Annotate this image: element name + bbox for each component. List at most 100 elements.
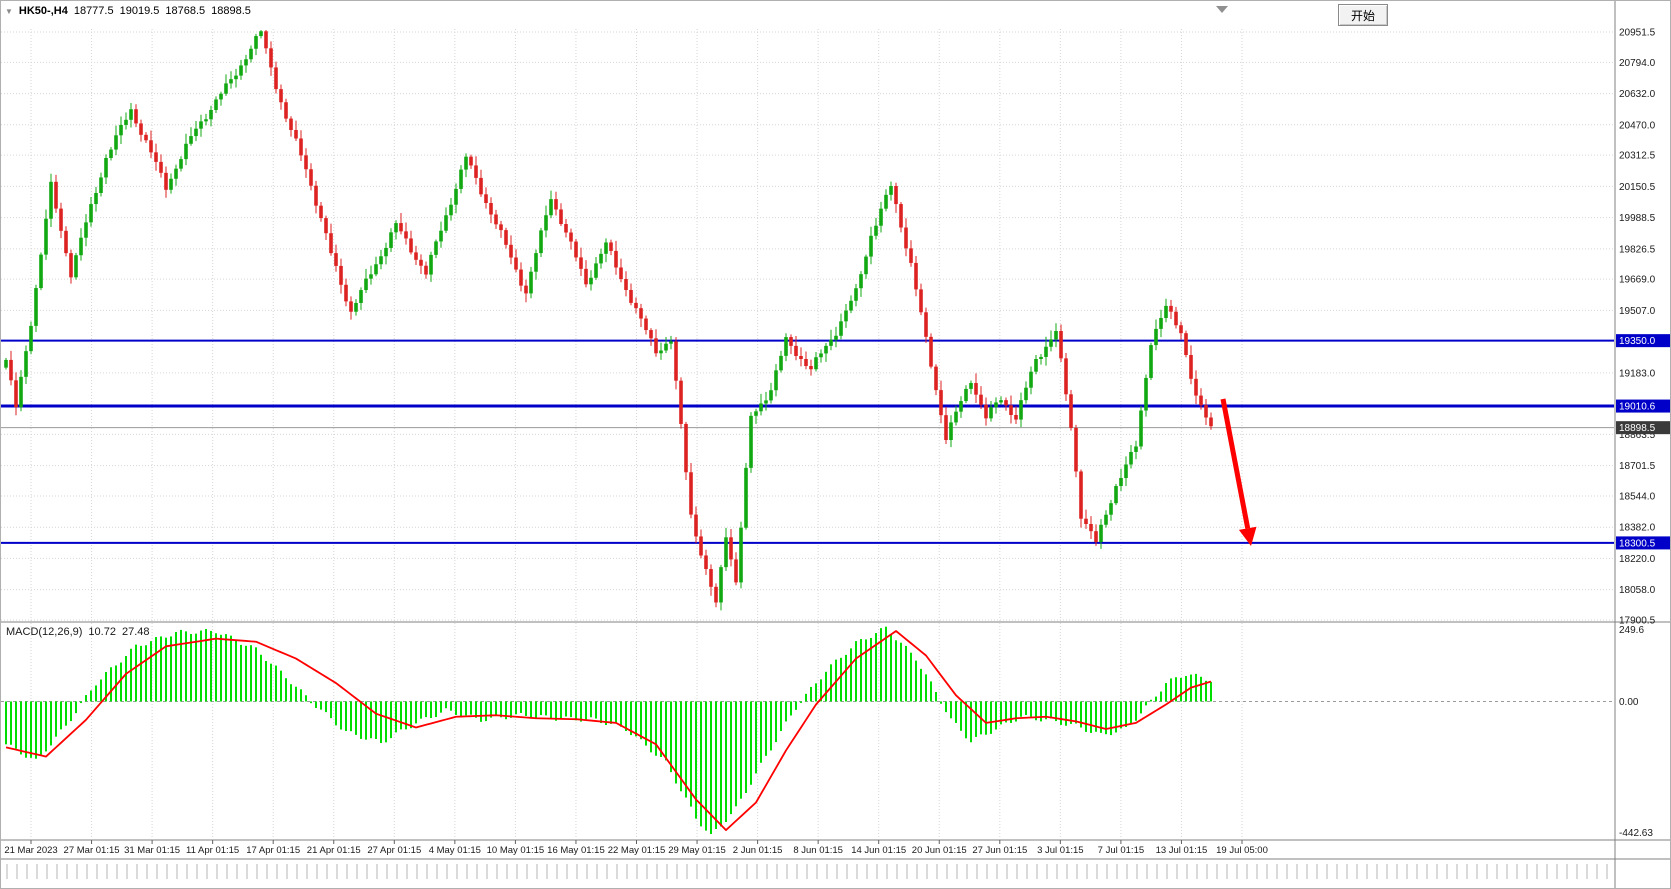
candle-up: [44, 218, 48, 255]
candle-up: [229, 79, 233, 84]
symbol-dropdown-icon[interactable]: ▼: [5, 6, 13, 16]
candle-up: [1024, 387, 1028, 401]
candle-down: [1199, 395, 1203, 406]
time-axis-label: 27 Apr 01:15: [367, 845, 421, 856]
candle-down: [154, 152, 158, 162]
macd-indicator-label: MACD(12,26,9) 10.72 27.48: [6, 626, 149, 638]
candle-down: [984, 404, 988, 419]
start-button[interactable]: 开始: [1338, 4, 1388, 26]
candle-down: [1089, 524, 1093, 532]
time-axis-label: 27 Mar 01:15: [64, 845, 120, 856]
candle-up: [1114, 486, 1118, 504]
candle-down: [399, 223, 403, 232]
price-axis-label: 18058.0: [1619, 585, 1656, 596]
candle-down: [14, 380, 18, 408]
candle-down: [569, 232, 573, 242]
candle-down: [1084, 518, 1088, 525]
candle-up: [124, 119, 128, 125]
candle-up: [89, 204, 93, 223]
symbol-period-label: HK50-,H4: [18, 5, 68, 17]
candle-down: [629, 290, 633, 303]
candle-down: [1204, 405, 1208, 418]
candle-down: [894, 186, 898, 205]
chart-header: ▼ HK50-,H4 18777.5 19019.5 18768.5 18898…: [5, 5, 251, 17]
candle-down: [524, 285, 528, 294]
candle-down: [349, 301, 353, 312]
price-axis-label: 19669.0: [1619, 275, 1656, 286]
candle-up: [994, 402, 998, 408]
candle-up: [1039, 356, 1043, 359]
price-axis-label: 20470.0: [1619, 120, 1656, 131]
candle-down: [609, 242, 613, 251]
candle-up: [744, 467, 748, 528]
candle-up: [219, 93, 223, 100]
candle-down: [134, 109, 138, 124]
candle-up: [1124, 464, 1128, 478]
price-axis-label: 17900.5: [1619, 616, 1656, 627]
price-axis-label: 18382.0: [1619, 523, 1656, 534]
candle-down: [674, 341, 678, 381]
candle-up: [869, 235, 873, 257]
candle-down: [934, 366, 938, 391]
candle-up: [374, 264, 378, 275]
candle-up: [1034, 358, 1038, 372]
candle-down: [474, 165, 478, 178]
candle-up: [549, 199, 553, 216]
macd-name: MACD(12,26,9): [6, 626, 83, 638]
candle-down: [64, 230, 68, 254]
time-axis-label: 17 Apr 01:15: [246, 845, 300, 856]
candle-up: [224, 83, 228, 94]
candle-up: [464, 156, 468, 170]
candle-down: [284, 102, 288, 119]
candle-down: [709, 569, 713, 587]
candle-up: [814, 357, 818, 370]
candle-up: [964, 388, 968, 402]
candle-down: [469, 156, 473, 166]
candle-up: [459, 169, 463, 189]
candle-up: [84, 222, 88, 238]
candle-up: [749, 415, 753, 468]
candle-down: [489, 203, 493, 215]
candle-up: [534, 253, 538, 272]
candle-up: [759, 403, 763, 412]
candle-up: [779, 355, 783, 371]
candle-down: [159, 161, 163, 173]
candle-up: [819, 353, 823, 358]
candle-down: [514, 257, 518, 270]
candle-down: [639, 308, 643, 319]
candle-down: [54, 181, 58, 209]
candle-down: [424, 265, 428, 275]
candle-down: [339, 265, 343, 285]
candle-up: [204, 119, 208, 122]
candle-up: [589, 277, 593, 285]
time-axis-label: 31 Mar 01:15: [124, 845, 180, 856]
candle-down: [144, 134, 148, 141]
ohlc-high: 19019.5: [119, 5, 160, 17]
candle-up: [1054, 331, 1058, 340]
candle-down: [614, 250, 618, 268]
candle-down: [554, 199, 558, 210]
candle-down: [584, 268, 588, 285]
candle-down: [634, 302, 638, 309]
candle-up: [849, 300, 853, 311]
candle-down: [734, 559, 738, 583]
candle-up: [859, 274, 863, 289]
candle-down: [1169, 305, 1173, 312]
candle-down: [1194, 378, 1198, 396]
time-axis-label: 21 Apr 01:15: [307, 845, 361, 856]
candle-down: [794, 345, 798, 356]
candle-up: [1109, 503, 1113, 515]
candle-down: [624, 278, 628, 291]
candle-down: [939, 390, 943, 416]
candle-down: [979, 394, 983, 405]
candle-down: [1074, 427, 1078, 472]
candle-up: [774, 370, 778, 391]
candle-up: [119, 124, 123, 136]
candle-up: [1029, 371, 1033, 388]
time-axis-label: 16 May 01:15: [547, 845, 605, 856]
time-axis-label: 13 Jul 01:15: [1156, 845, 1208, 856]
time-axis-label: 29 May 01:15: [668, 845, 726, 856]
candle-down: [504, 230, 508, 245]
